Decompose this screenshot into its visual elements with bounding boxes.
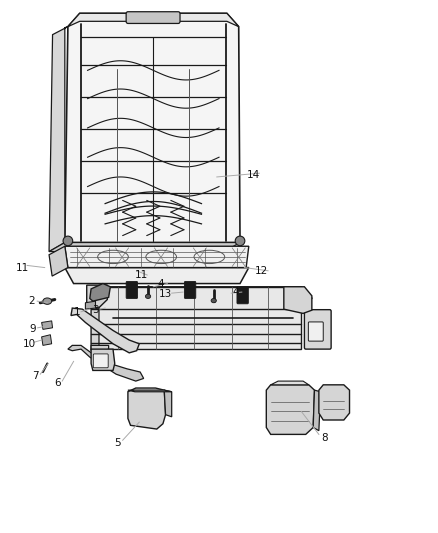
Text: 9: 9: [29, 325, 36, 334]
Text: 12: 12: [255, 266, 268, 276]
Text: 6: 6: [54, 378, 61, 387]
Polygon shape: [49, 27, 68, 252]
Text: 3: 3: [92, 305, 99, 315]
Text: 11: 11: [16, 263, 29, 272]
Ellipse shape: [43, 298, 52, 304]
Polygon shape: [284, 287, 312, 313]
Text: 2: 2: [28, 296, 35, 306]
Polygon shape: [313, 390, 321, 431]
FancyBboxPatch shape: [308, 322, 323, 341]
Polygon shape: [65, 268, 249, 284]
Ellipse shape: [145, 294, 151, 298]
Polygon shape: [42, 335, 52, 345]
Polygon shape: [65, 13, 240, 243]
Text: 4: 4: [158, 279, 165, 288]
FancyBboxPatch shape: [126, 12, 180, 23]
Polygon shape: [68, 345, 144, 381]
Polygon shape: [42, 321, 53, 329]
Ellipse shape: [235, 236, 245, 246]
Polygon shape: [128, 390, 172, 392]
Polygon shape: [49, 246, 68, 276]
Text: 8: 8: [321, 433, 328, 443]
Polygon shape: [49, 243, 240, 252]
Text: 14: 14: [247, 170, 260, 180]
Text: 5: 5: [114, 439, 121, 448]
Polygon shape: [128, 388, 166, 429]
FancyBboxPatch shape: [184, 281, 196, 298]
Polygon shape: [71, 308, 139, 353]
Text: 10: 10: [23, 339, 36, 349]
Text: 11: 11: [134, 270, 148, 280]
FancyBboxPatch shape: [93, 354, 108, 368]
Text: 7: 7: [32, 371, 39, 381]
Polygon shape: [266, 385, 314, 434]
Polygon shape: [87, 285, 107, 308]
FancyBboxPatch shape: [304, 310, 331, 349]
Polygon shape: [319, 385, 350, 420]
Text: 1: 1: [73, 307, 80, 317]
FancyBboxPatch shape: [126, 281, 138, 298]
FancyBboxPatch shape: [237, 287, 248, 304]
Polygon shape: [90, 284, 110, 301]
Text: 13: 13: [159, 289, 172, 299]
Ellipse shape: [63, 236, 73, 246]
Polygon shape: [68, 13, 239, 27]
Polygon shape: [91, 345, 109, 353]
Polygon shape: [164, 390, 172, 417]
Polygon shape: [91, 349, 115, 370]
Polygon shape: [65, 246, 249, 268]
Text: 4: 4: [232, 287, 239, 297]
Polygon shape: [85, 301, 95, 309]
Polygon shape: [91, 287, 99, 357]
Polygon shape: [271, 381, 309, 385]
Polygon shape: [91, 287, 312, 298]
Ellipse shape: [211, 298, 216, 303]
Polygon shape: [91, 287, 301, 349]
